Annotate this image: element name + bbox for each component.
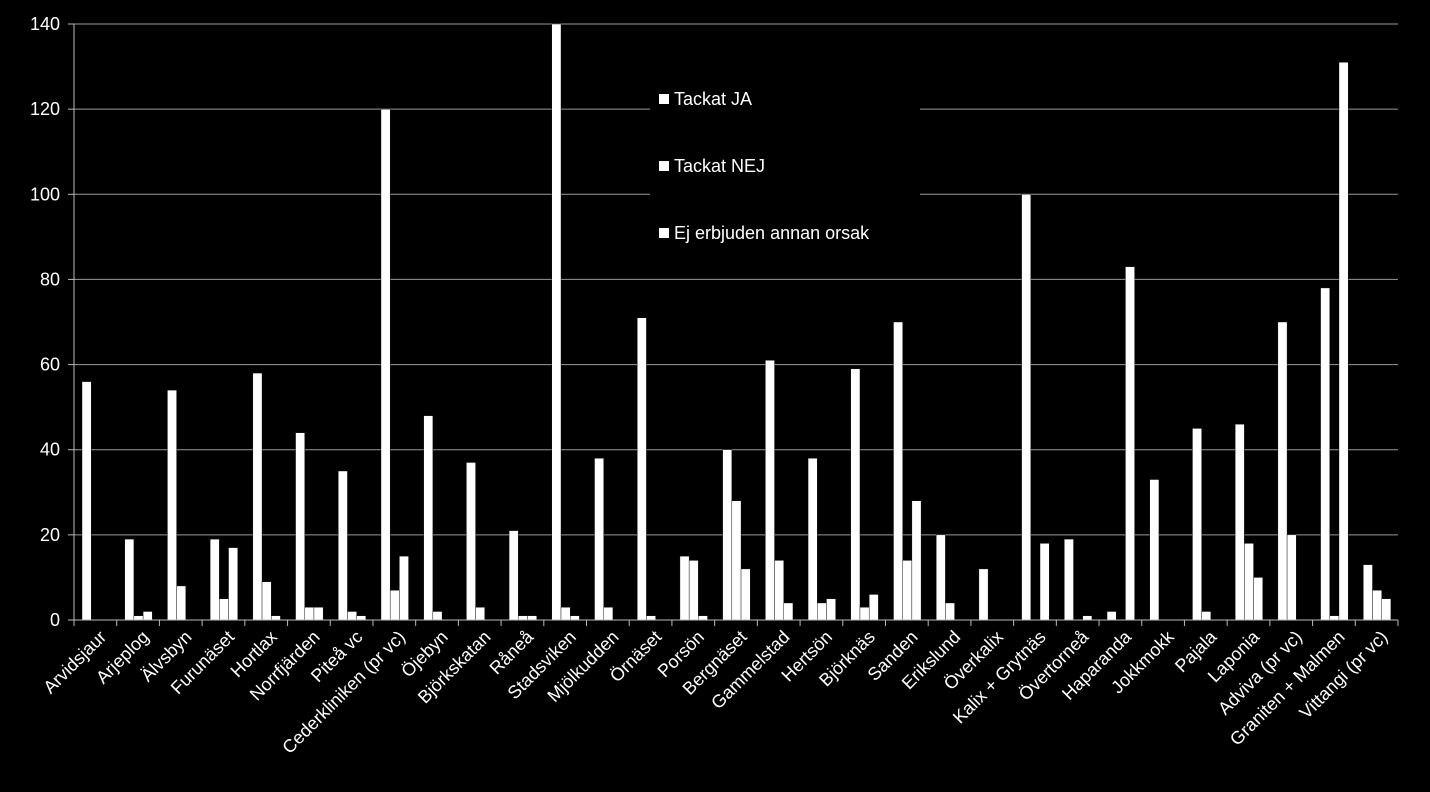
bar-2 — [475, 607, 485, 621]
bar-2 — [1329, 615, 1340, 621]
bar-2 — [1244, 543, 1254, 621]
bar-2 — [432, 611, 443, 621]
legend-swatch — [659, 161, 669, 171]
y-tick-label: 0 — [50, 610, 60, 630]
bars-layer — [81, 23, 1392, 621]
bar-1 — [637, 317, 647, 621]
bar-1 — [551, 23, 562, 621]
legend-background — [650, 82, 920, 252]
bar-1 — [978, 568, 989, 621]
bar-3 — [228, 547, 238, 621]
bar-3 — [271, 615, 281, 621]
bar-2 — [560, 607, 571, 621]
bar-1 — [1106, 611, 1117, 621]
bar-1 — [295, 432, 305, 621]
bar-2 — [133, 615, 144, 621]
bar-2 — [1286, 534, 1297, 621]
y-tick-label: 40 — [40, 440, 60, 460]
bar-3 — [313, 607, 324, 621]
bar-1 — [679, 555, 690, 621]
bar-3 — [783, 602, 794, 621]
legend-label: Tackat NEJ — [674, 156, 765, 176]
bar-2 — [902, 560, 913, 621]
legend-swatch — [659, 228, 669, 238]
bar-2 — [774, 560, 784, 621]
y-tick-label: 100 — [30, 184, 60, 204]
y-tick-label: 140 — [30, 14, 60, 34]
bar-2 — [1201, 611, 1212, 621]
bar-3 — [1039, 543, 1050, 621]
bar-1 — [167, 389, 177, 621]
bar-2 — [389, 590, 400, 621]
bar-2 — [817, 602, 827, 621]
bar-3 — [570, 615, 580, 621]
bar-2 — [731, 500, 742, 621]
y-axis-tick-labels: 0 20 40 60 80 100 120 140 — [30, 14, 60, 630]
bar-3 — [740, 568, 751, 621]
bar-1 — [423, 415, 434, 621]
bar-1 — [124, 538, 135, 621]
bar-1 — [893, 321, 903, 621]
bar-1 — [338, 470, 348, 621]
bar-2 — [646, 615, 656, 621]
axes — [68, 23, 1399, 626]
bar-3 — [1381, 598, 1392, 621]
bar-3 — [356, 615, 367, 621]
bar-1 — [850, 368, 861, 621]
bar-3 — [399, 555, 409, 621]
bar-1 — [466, 462, 476, 621]
bar-3 — [868, 594, 879, 621]
bar-1 — [209, 538, 220, 621]
bar-3 — [1253, 577, 1263, 621]
bar-1 — [1064, 538, 1074, 621]
bar-1 — [1277, 321, 1288, 621]
bar-1 — [1192, 428, 1202, 621]
legend-label: Ej erbjuden annan orsak — [674, 223, 870, 243]
y-tick-label: 80 — [40, 269, 60, 289]
legend-label: Tackat JA — [674, 89, 752, 109]
legend: Tackat JA Tackat NEJ Ej erbjuden annan ors… — [650, 82, 920, 252]
bar-1 — [765, 360, 775, 621]
y-tick-label: 120 — [30, 99, 60, 119]
bar-3 — [1338, 62, 1349, 621]
legend-swatch — [659, 94, 669, 104]
bar-3 — [1082, 615, 1093, 621]
bar-1 — [1021, 194, 1032, 621]
bar-1 — [722, 449, 733, 621]
y-tick-label: 20 — [40, 525, 60, 545]
bar-1 — [508, 530, 519, 621]
bar-2 — [518, 615, 528, 621]
x-category-label: Arvidsjaur — [39, 627, 110, 698]
bar-2 — [304, 607, 315, 621]
y-tick-label: 60 — [40, 355, 60, 375]
bar-2 — [1372, 590, 1382, 621]
bar-3 — [527, 615, 537, 621]
bar-1 — [380, 108, 391, 621]
bar-2 — [603, 607, 614, 621]
bar-2 — [688, 560, 699, 621]
bar-2 — [347, 611, 357, 621]
bar-2 — [261, 581, 272, 621]
bar-2 — [859, 607, 870, 621]
bar-2 — [219, 598, 229, 621]
bar-1 — [1363, 564, 1373, 621]
bar-3 — [698, 615, 708, 621]
bar-1 — [594, 458, 604, 621]
bar-3 — [1125, 266, 1135, 621]
bar-1 — [81, 381, 92, 621]
bar-1 — [935, 534, 946, 621]
bar-3 — [142, 611, 153, 621]
bar-3 — [911, 500, 922, 621]
bar-1 — [1234, 423, 1245, 621]
bar-1 — [807, 458, 818, 621]
x-axis-category-labels: ArvidsjaurArjeplogÄlvsbynFurunäsetHortla… — [39, 626, 1391, 758]
bar-1 — [1149, 479, 1160, 621]
bar-2 — [176, 585, 187, 621]
bar-3 — [826, 598, 836, 621]
bar-1 — [252, 372, 263, 621]
bar-2 — [945, 602, 955, 621]
bar-1 — [1320, 287, 1330, 621]
